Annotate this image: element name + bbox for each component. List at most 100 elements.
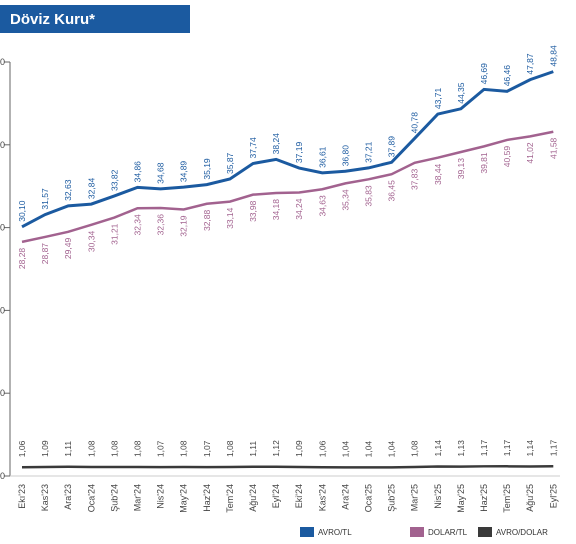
- y-tick-label: 50: [0, 57, 5, 67]
- data-label: 39,13: [456, 158, 466, 180]
- data-label: 1,17: [548, 439, 558, 456]
- data-label: 29,49: [63, 238, 73, 260]
- data-label: 34,18: [271, 199, 281, 221]
- data-label: 39,81: [479, 152, 489, 174]
- data-label: 40,78: [410, 112, 420, 134]
- data-label: 33,98: [248, 200, 258, 222]
- x-tick-label: Ağu'25: [525, 484, 535, 512]
- data-label: 34,24: [294, 198, 304, 220]
- x-tick-label: Mar'24: [133, 484, 143, 511]
- x-tick-label: Tem'24: [225, 484, 235, 513]
- data-label: 47,87: [525, 53, 535, 75]
- data-label: 37,89: [387, 136, 397, 158]
- y-tick-label: 10: [0, 388, 5, 398]
- data-label: 1,04: [364, 441, 374, 458]
- data-label: 32,36: [156, 214, 166, 236]
- x-tick-label: Tem'25: [502, 484, 512, 513]
- x-tick-label: Oca'25: [364, 484, 374, 512]
- data-label: 33,14: [225, 207, 235, 229]
- data-label: 1,04: [387, 441, 397, 458]
- legend-item: AVRO/DOLAR: [478, 527, 548, 537]
- data-label: 32,34: [133, 214, 143, 236]
- legend-item: DOLAR/TL: [410, 527, 468, 537]
- data-label: 35,83: [364, 185, 374, 207]
- data-label: 1,13: [456, 440, 466, 457]
- x-tick-label: Kas'23: [40, 484, 50, 511]
- y-tick-label: 0: [0, 471, 5, 481]
- data-label: 35,87: [225, 152, 235, 174]
- data-label: 1,08: [109, 440, 119, 457]
- legend-item: AVRO/TL: [300, 527, 352, 537]
- x-tick-label: Haz'24: [202, 484, 212, 512]
- data-label: 41,02: [525, 142, 535, 164]
- data-label: 36,45: [387, 180, 397, 202]
- x-tick-label: Haz'25: [479, 484, 489, 512]
- data-label: 35,19: [202, 158, 212, 180]
- x-tick-label: Ara'23: [63, 484, 73, 510]
- data-label: 1,12: [271, 440, 281, 457]
- x-tick-label: Mar'25: [410, 484, 420, 511]
- y-tick-label: 40: [0, 140, 5, 150]
- data-label: 31,57: [40, 188, 50, 210]
- data-label: 46,46: [502, 65, 512, 87]
- data-label: 1,11: [248, 441, 258, 457]
- legend-label: DOLAR/TL: [428, 528, 468, 537]
- data-label: 46,69: [479, 63, 489, 85]
- data-label: 36,80: [340, 145, 350, 167]
- data-label: 32,88: [202, 209, 212, 231]
- data-label: 1,07: [156, 440, 166, 457]
- data-label: 37,19: [294, 142, 304, 164]
- data-label: 32,19: [179, 215, 189, 237]
- data-label: 34,68: [156, 162, 166, 184]
- data-label: 33,82: [109, 169, 119, 191]
- data-label: 37,83: [410, 169, 420, 191]
- data-label: 37,74: [248, 137, 258, 159]
- y-tick-label: 30: [0, 223, 5, 233]
- x-tick-label: Nis'24: [156, 484, 166, 509]
- data-label: 41,58: [548, 137, 558, 159]
- x-tick-label: Şub'24: [109, 484, 119, 512]
- x-tick-label: May'24: [179, 484, 189, 513]
- data-label: 40,59: [502, 146, 512, 168]
- data-label: 1,07: [202, 440, 212, 457]
- data-label: 48,84: [548, 45, 558, 67]
- legend-label: AVRO/DOLAR: [496, 528, 548, 537]
- legend-label: AVRO/TL: [318, 528, 352, 537]
- x-tick-label: Ağu'24: [248, 484, 258, 512]
- legend-swatch: [410, 527, 424, 537]
- data-label: 34,86: [133, 161, 143, 183]
- data-label: 1,08: [86, 440, 96, 457]
- line: [21, 465, 554, 469]
- data-label: 38,44: [433, 163, 443, 185]
- data-label: 1,09: [40, 440, 50, 457]
- x-tick-label: Eki'24: [294, 484, 304, 508]
- legend-swatch: [300, 527, 314, 537]
- data-label: 37,21: [364, 141, 374, 163]
- title-bar: [0, 5, 190, 33]
- chart-title: Döviz Kuru*: [10, 11, 95, 28]
- data-label: 28,28: [17, 248, 27, 270]
- legend-swatch: [478, 527, 492, 537]
- data-label: 36,61: [317, 146, 327, 168]
- data-label: 1,17: [502, 439, 512, 456]
- data-label: 30,10: [17, 200, 27, 222]
- x-tick-label: Eyl'25: [548, 484, 558, 508]
- data-label: 1,04: [340, 441, 350, 458]
- data-label: 1,11: [63, 441, 73, 457]
- data-label: 1,17: [479, 439, 489, 456]
- x-tick-label: Kas'24: [317, 484, 327, 511]
- data-label: 32,63: [63, 179, 73, 201]
- data-label: 34,89: [179, 161, 189, 183]
- x-tick-label: May'25: [456, 484, 466, 513]
- data-label: 38,24: [271, 133, 281, 155]
- data-label: 32,84: [86, 178, 96, 200]
- data-label: 1,08: [225, 440, 235, 457]
- data-label: 1,08: [133, 440, 143, 457]
- data-label: 31,21: [109, 223, 119, 245]
- x-tick-label: Nis'25: [433, 484, 443, 509]
- x-tick-label: Şub'25: [387, 484, 397, 512]
- data-label: 43,71: [433, 88, 443, 110]
- data-label: 28,87: [40, 243, 50, 265]
- x-tick-label: Oca'24: [86, 484, 96, 512]
- x-tick-label: Eyl'24: [271, 484, 281, 508]
